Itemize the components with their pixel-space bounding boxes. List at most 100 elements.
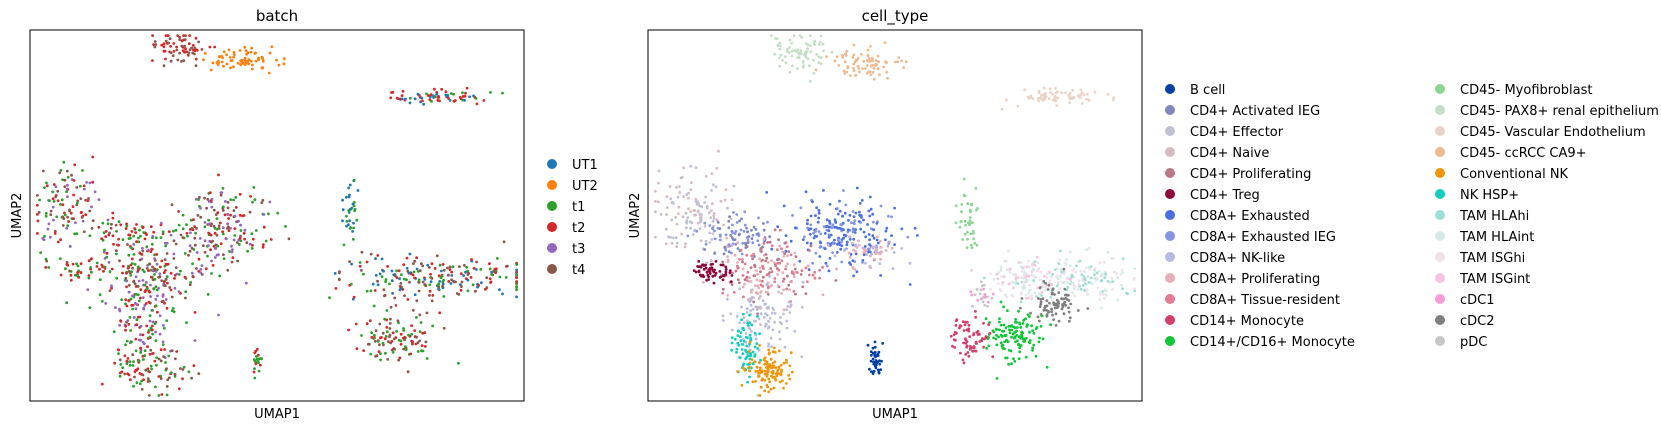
scatter-point [110,284,113,288]
scatter-point [793,251,797,255]
scatter-point [397,269,401,273]
scatter-point [66,175,70,179]
scatter-point [734,242,738,246]
scatter-point [193,236,197,240]
scatter-point [225,53,228,57]
scatter-point [1065,293,1069,297]
scatter-point [664,242,668,246]
scatter-point [860,216,863,219]
scatter-point [1024,355,1028,359]
scatter-point [129,378,132,382]
scatter-point [234,206,238,209]
scatter-point [394,304,398,307]
batch-x-axis-label: UMAP1 [254,407,300,422]
scatter-point [86,288,90,291]
scatter-point [216,244,220,248]
scatter-point [720,272,723,276]
scatter-point [1062,302,1066,306]
scatter-point [761,299,765,303]
scatter-point [66,215,69,219]
scatter-point [704,239,708,243]
scatter-point [90,257,93,261]
legend-marker [1435,105,1445,115]
scatter-point [385,309,389,312]
legend-item: NK HSP+ [1435,188,1519,203]
scatter-point [226,227,229,230]
scatter-point [452,92,455,96]
scatter-point [1016,282,1020,286]
scatter-point [1044,308,1048,312]
scatter-point [1067,306,1070,310]
scatter-point [878,73,881,77]
scatter-point [191,51,195,55]
scatter-point [104,235,108,239]
scatter-point [807,273,811,277]
scatter-point [144,302,148,305]
scatter-point [869,45,872,48]
scatter-point [746,324,750,327]
scatter-point [208,45,212,49]
scatter-point [1037,297,1040,300]
scatter-point [759,323,762,326]
scatter-point [345,219,349,223]
scatter-point [1055,284,1059,288]
scatter-point [1031,264,1034,268]
scatter-point [868,60,871,63]
scatter-point [473,289,477,293]
scatter-point [213,231,217,235]
scatter-point [745,311,749,314]
scatter-point [766,220,769,224]
scatter-point [987,300,990,304]
cell-type-panel-title: cell_type [862,7,929,26]
scatter-point [47,222,51,226]
scatter-point [955,318,959,321]
scatter-point [169,288,173,292]
scatter-point [76,199,80,203]
scatter-point [1000,275,1004,278]
scatter-point [713,237,717,241]
scatter-point [1014,320,1017,324]
legend-item: CD8A+ Tissue-resident [1165,293,1340,308]
scatter-point [808,232,812,236]
scatter-point [689,210,693,213]
scatter-point [221,232,225,236]
scatter-point [389,317,392,321]
scatter-point [774,372,778,375]
scatter-point [56,189,60,193]
scatter-point [397,358,401,362]
scatter-point [191,275,195,278]
scatter-point [703,248,706,251]
scatter-point [1067,93,1071,97]
scatter-point [190,46,194,50]
scatter-point [356,189,360,192]
scatter-point [772,375,776,379]
scatter-point [226,200,230,204]
scatter-point [140,253,144,256]
scatter-point [1043,304,1047,308]
scatter-point [975,243,979,247]
scatter-point [174,357,177,361]
scatter-point [1054,312,1058,316]
scatter-point [395,269,398,273]
scatter-point [515,295,518,299]
scatter-point [1030,324,1033,328]
legend-marker [1165,294,1175,304]
scatter-point [971,304,974,308]
scatter-point [360,334,363,337]
scatter-point [828,257,832,260]
scatter-point [505,265,508,268]
scatter-point [129,274,133,277]
scatter-point [745,253,749,257]
legend-marker [1435,294,1445,304]
scatter-point [419,321,423,324]
scatter-point [193,311,197,314]
scatter-point [114,306,117,309]
scatter-point [870,252,873,256]
scatter-point [817,209,821,212]
scatter-point [669,197,673,201]
scatter-point [724,188,728,192]
scatter-point [132,253,136,256]
scatter-point [515,288,518,291]
scatter-point [432,94,435,98]
scatter-point [447,280,451,283]
